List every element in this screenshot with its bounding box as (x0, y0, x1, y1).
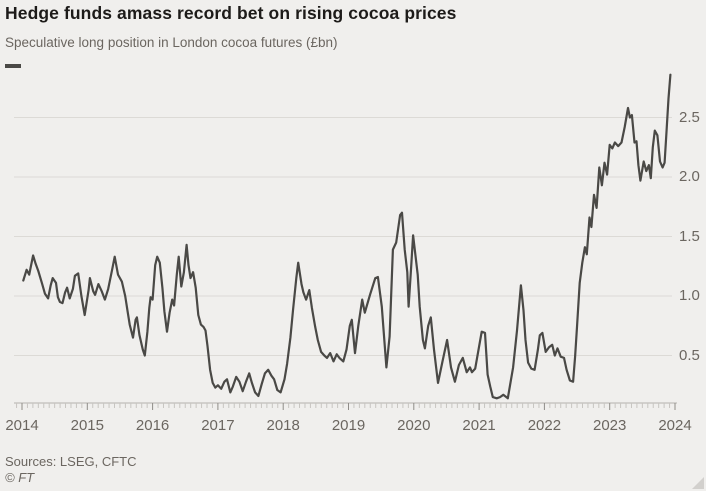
x-axis-label-2021: 2021 (462, 417, 496, 434)
y-axis-label-2.0: 2.0 (679, 168, 700, 185)
y-axis-label-1.0: 1.0 (679, 287, 700, 304)
x-axis-label-2022: 2022 (527, 417, 562, 434)
ft-copyright: © FT (5, 470, 35, 485)
x-axis-label-2023: 2023 (593, 417, 627, 434)
y-axis-label-0.5: 0.5 (679, 346, 700, 364)
y-axis-label-1.5: 1.5 (679, 227, 700, 245)
x-axis-label-2016: 2016 (135, 417, 170, 434)
x-axis-label-2019: 2019 (331, 417, 366, 434)
series-line-speculative-long-position (22, 73, 672, 400)
x-axis-label-2017: 2017 (201, 417, 235, 434)
x-axis-label-2014: 2014 (5, 417, 39, 434)
legend-line-key-icon (5, 64, 21, 68)
resize-handle-icon[interactable] (692, 477, 704, 489)
x-axis-label-2015: 2015 (70, 417, 104, 434)
x-axis-label-2018: 2018 (266, 417, 300, 434)
chart-subtitle: Speculative long position in London coco… (5, 35, 338, 50)
sources-note: Sources: LSEG, CFTC (5, 454, 137, 469)
x-axis-label-2020: 2020 (397, 417, 431, 434)
chart-title: Hedge funds amass record bet on rising c… (5, 3, 457, 23)
x-axis-ticks (16, 403, 676, 410)
gridlines (14, 117, 672, 356)
y-axis-label-2.5: 2.5 (679, 108, 700, 126)
x-axis-label-2024: 2024 (658, 417, 692, 434)
